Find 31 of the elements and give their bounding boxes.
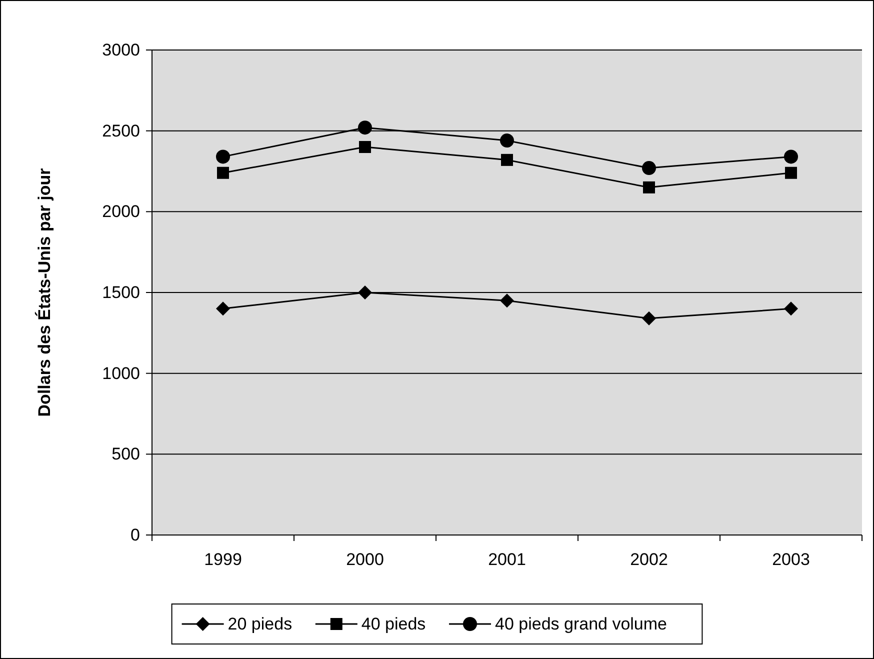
x-tick-label: 2002 xyxy=(630,550,668,569)
legend-label: 20 pieds xyxy=(228,614,292,634)
y-axis-title: Dollars des États-Unis par jour xyxy=(34,168,54,417)
y-tick-label: 1000 xyxy=(102,364,140,383)
point xyxy=(501,154,513,166)
point xyxy=(643,181,655,194)
point xyxy=(500,294,514,308)
point xyxy=(642,161,656,176)
x-tick-label: 1999 xyxy=(204,550,242,569)
y-tick-label: 0 xyxy=(130,526,140,544)
point xyxy=(216,302,230,316)
point xyxy=(642,311,656,326)
point xyxy=(784,150,798,164)
point xyxy=(785,166,797,179)
point xyxy=(217,166,229,179)
y-tick-label: 2000 xyxy=(102,202,140,222)
y-tick-label: 1500 xyxy=(102,283,140,302)
point xyxy=(359,141,371,153)
x-tick-label: 2000 xyxy=(346,550,384,569)
point xyxy=(358,120,372,135)
x-tick-label: 2001 xyxy=(488,550,526,569)
x-tick-label: 2003 xyxy=(772,550,810,569)
y-tick-label: 3000 xyxy=(102,40,140,60)
point xyxy=(500,134,514,148)
point xyxy=(358,286,372,300)
point xyxy=(784,302,798,316)
legend-label: 40 pieds xyxy=(361,614,426,634)
legend-label: 40 pieds grand volume xyxy=(495,614,668,634)
point xyxy=(216,150,230,164)
y-tick-label: 2500 xyxy=(102,121,140,140)
y-tick-label: 500 xyxy=(112,444,140,464)
